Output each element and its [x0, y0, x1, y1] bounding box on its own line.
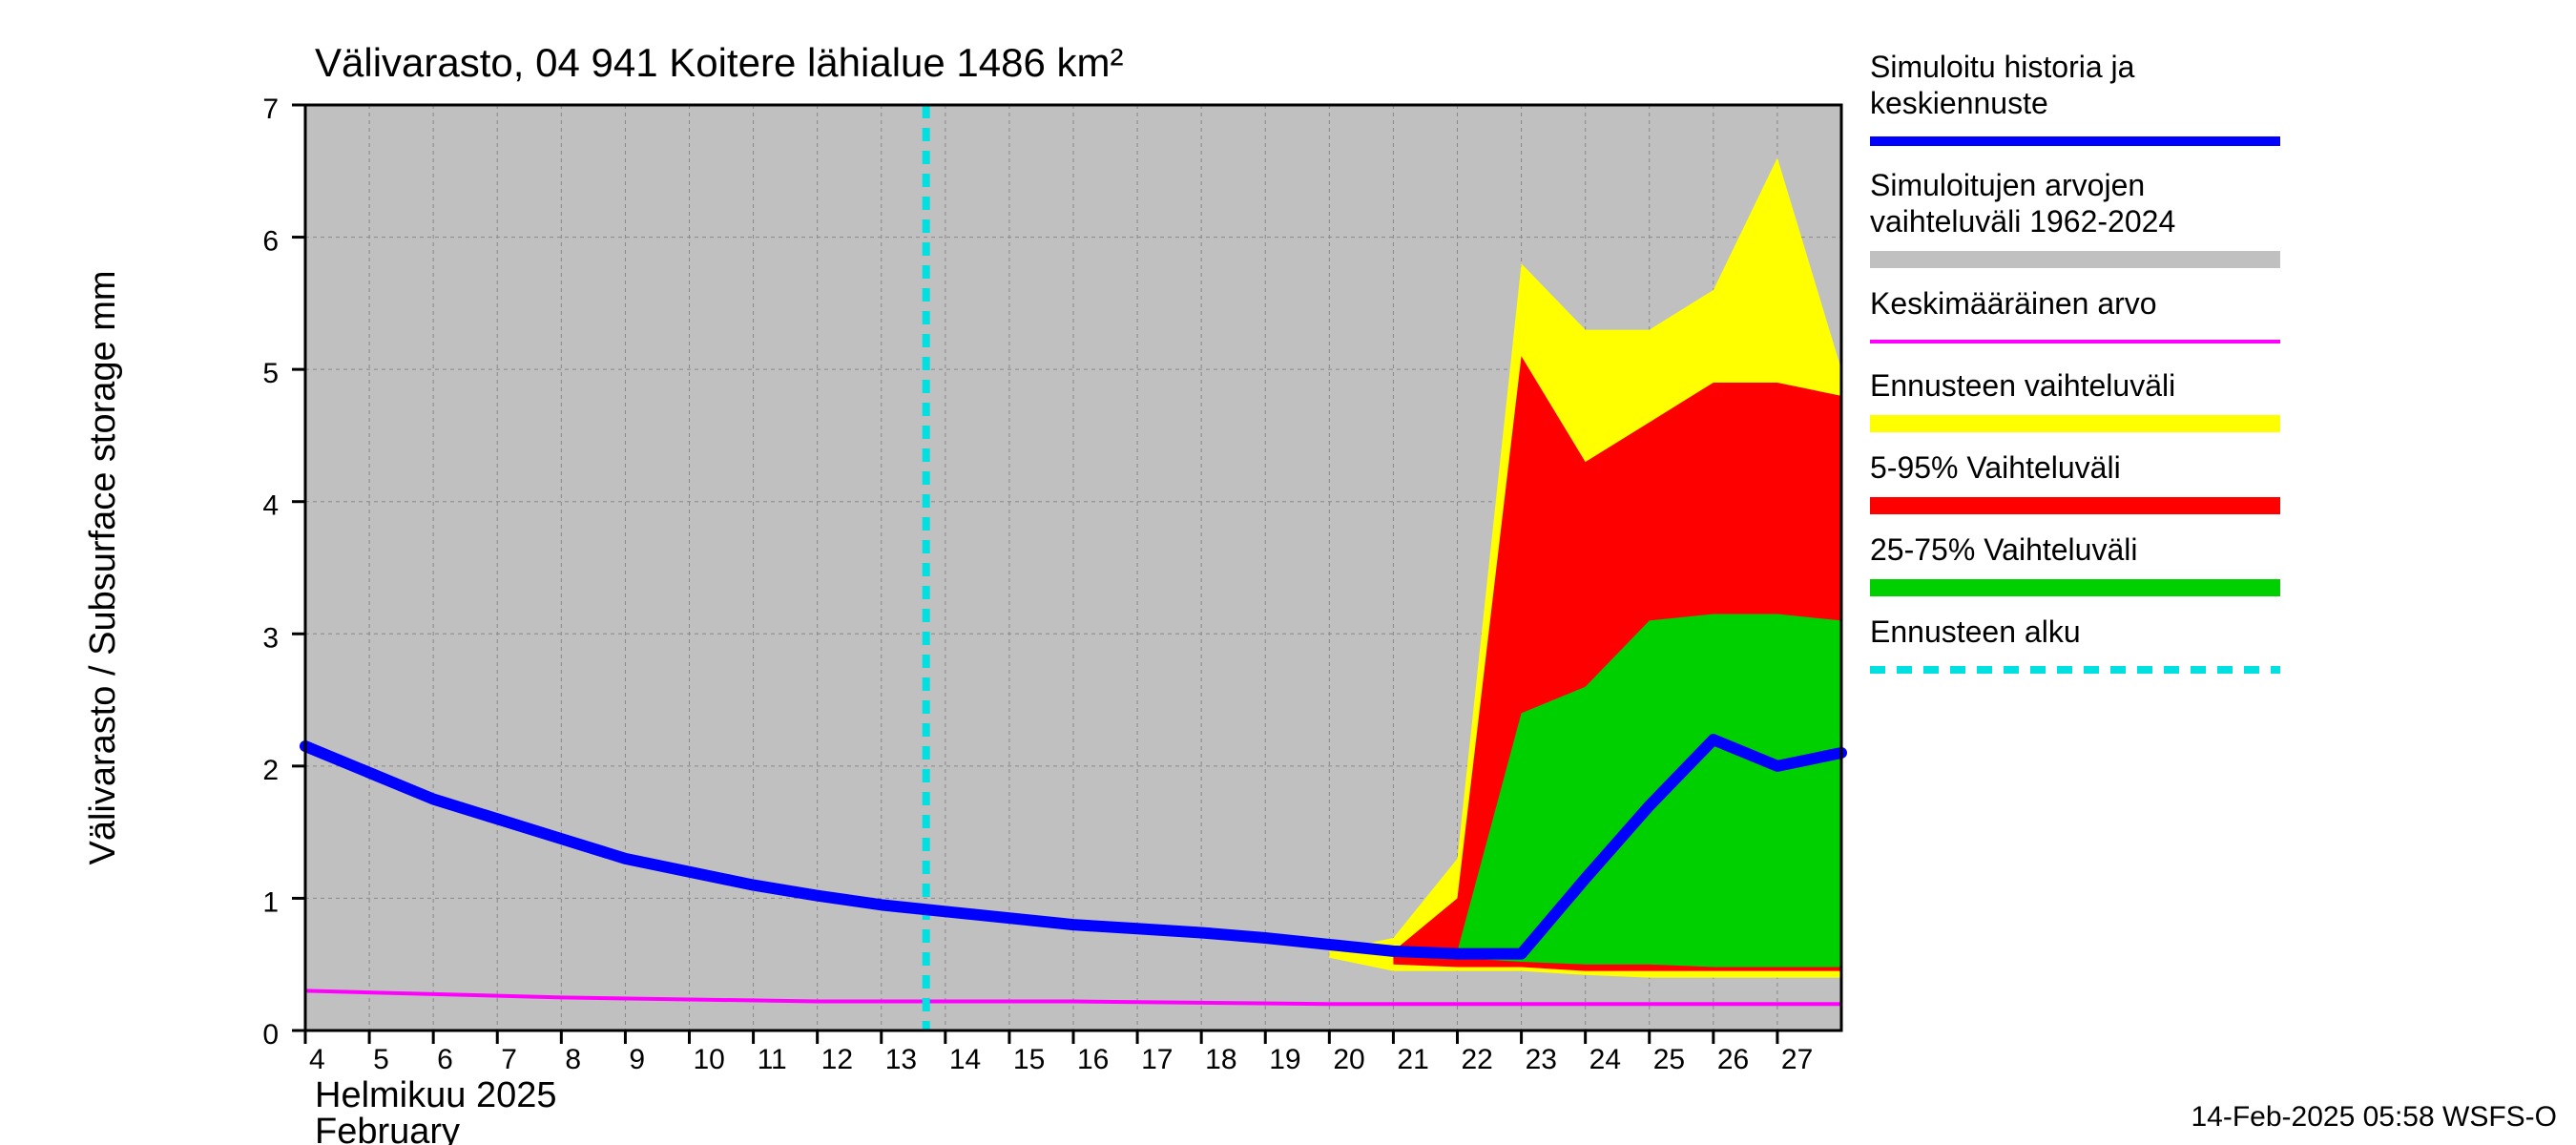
x-tick-label: 11 [758, 1044, 787, 1075]
x-tick-label: 22 [1462, 1044, 1493, 1075]
y-axis-label: Välivarasto / Subsurface storage mm [83, 270, 123, 864]
y-tick-label: 6 [262, 226, 279, 258]
x-tick-label: 25 [1653, 1044, 1685, 1075]
legend-label: 5-95% Vaihteluväli [1870, 450, 2121, 485]
y-tick-label: 1 [262, 886, 279, 918]
x-tick-label: 23 [1526, 1044, 1557, 1075]
x-axis-label-2: February [315, 1112, 460, 1145]
x-tick-label: 13 [885, 1044, 917, 1075]
x-tick-label: 18 [1205, 1044, 1236, 1075]
chart-container: 0123456745678910111213141516171819202122… [0, 0, 2576, 1145]
x-tick-label: 7 [501, 1044, 517, 1075]
legend-label: Simuloitujen arvojen [1870, 168, 2145, 202]
x-tick-label: 9 [629, 1044, 645, 1075]
legend-swatch [1870, 251, 2280, 268]
x-tick-label: 8 [565, 1044, 581, 1075]
y-tick-label: 5 [262, 358, 279, 389]
y-tick-label: 2 [262, 755, 279, 786]
legend-swatch [1870, 497, 2280, 514]
x-tick-label: 19 [1269, 1044, 1300, 1075]
x-axis-label-1: Helmikuu 2025 [315, 1075, 556, 1115]
x-tick-label: 20 [1333, 1044, 1364, 1075]
x-tick-label: 15 [1013, 1044, 1045, 1075]
x-tick-label: 5 [373, 1044, 389, 1075]
y-tick-label: 0 [262, 1019, 279, 1051]
legend-label: vaihteluväli 1962-2024 [1870, 204, 2175, 239]
legend-label: keskiennuste [1870, 86, 2048, 120]
storage-forecast-chart: 0123456745678910111213141516171819202122… [0, 0, 2576, 1145]
legend-label: Ennusteen alku [1870, 614, 2081, 649]
x-tick-label: 27 [1781, 1044, 1813, 1075]
chart-title: Välivarasto, 04 941 Koitere lähialue 148… [315, 40, 1124, 85]
x-tick-label: 24 [1589, 1044, 1621, 1075]
y-tick-label: 3 [262, 622, 279, 654]
x-tick-label: 16 [1077, 1044, 1109, 1075]
legend-swatch [1870, 579, 2280, 596]
legend-label: Simuloitu historia ja [1870, 50, 2135, 84]
y-tick-label: 4 [262, 490, 279, 522]
x-tick-label: 4 [309, 1044, 325, 1075]
x-tick-label: 21 [1397, 1044, 1428, 1075]
x-tick-label: 14 [949, 1044, 981, 1075]
legend-label: Ennusteen vaihteluväli [1870, 368, 2175, 403]
footer-timestamp: 14-Feb-2025 05:58 WSFS-O [2191, 1101, 2557, 1133]
x-tick-label: 10 [694, 1044, 725, 1075]
x-tick-label: 17 [1141, 1044, 1173, 1075]
legend-label: 25-75% Vaihteluväli [1870, 532, 2137, 567]
x-tick-label: 12 [821, 1044, 853, 1075]
x-tick-label: 26 [1717, 1044, 1749, 1075]
legend-label: Keskimääräinen arvo [1870, 286, 2157, 321]
y-tick-label: 7 [262, 94, 279, 125]
legend-swatch [1870, 415, 2280, 432]
x-tick-label: 6 [437, 1044, 453, 1075]
